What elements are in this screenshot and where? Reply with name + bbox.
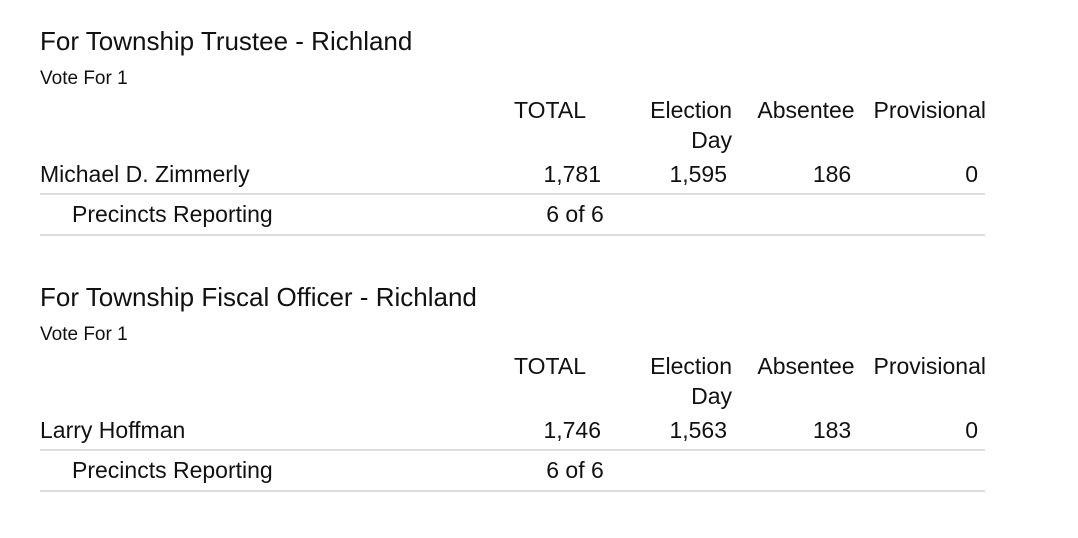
vote-count: 1,595: [669, 161, 727, 187]
vote-count: 1,781: [543, 161, 601, 187]
vote-count: 1,746: [543, 417, 601, 443]
vote-count: 183: [812, 417, 852, 443]
precincts-value: 6 of 6: [546, 457, 604, 483]
vote-for: Vote For 1: [40, 68, 128, 89]
row-rule: [40, 234, 985, 236]
column-header: TOTAL: [514, 353, 586, 379]
vote-for: Vote For 1: [40, 324, 128, 345]
vote-count: 0: [965, 417, 978, 443]
column-header: Absentee: [757, 353, 855, 379]
vote-count: 186: [812, 161, 852, 187]
precincts-label: Precincts Reporting: [72, 457, 273, 483]
vote-count: 0: [965, 161, 978, 187]
column-header: Absentee: [757, 97, 855, 123]
race-title: For Township Trustee - Richland: [40, 26, 413, 56]
column-header: Election Day: [650, 353, 732, 409]
vote-count: 1,563: [669, 417, 727, 443]
candidate-name: Michael D. Zimmerly: [40, 161, 250, 187]
race-title: For Township Fiscal Officer - Richland: [40, 282, 477, 312]
column-header: Provisional: [873, 97, 987, 123]
precincts-value: 6 of 6: [546, 201, 604, 227]
row-rule: [40, 490, 985, 492]
candidate-name: Larry Hoffman: [40, 417, 186, 443]
column-header: Provisional: [873, 353, 987, 379]
precincts-label: Precincts Reporting: [72, 201, 273, 227]
column-header: TOTAL: [514, 97, 586, 123]
row-rule: [40, 449, 985, 451]
row-rule: [40, 193, 985, 195]
column-header: Election Day: [650, 97, 732, 153]
